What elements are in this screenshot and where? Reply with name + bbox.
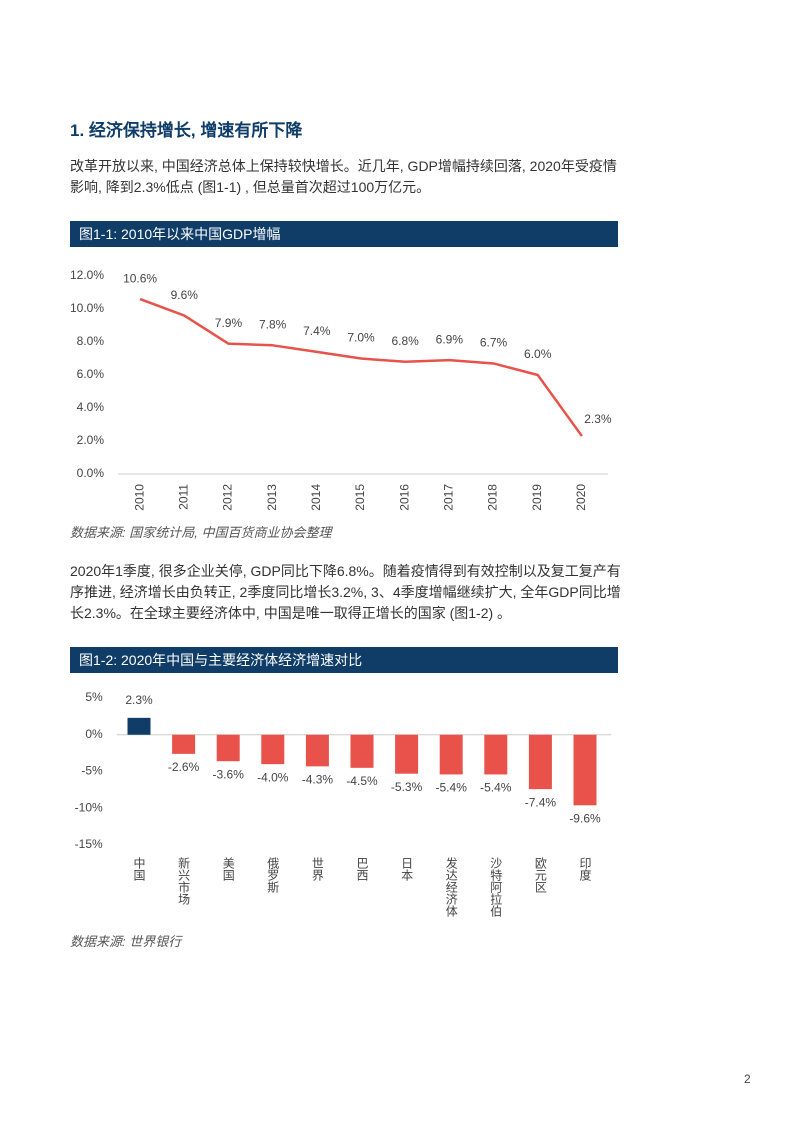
data-label: 9.6%: [171, 288, 199, 302]
y-tick-label: 5%: [85, 690, 103, 704]
y-tick-label: -10%: [75, 800, 103, 814]
data-label: 7.0%: [347, 331, 375, 345]
data-label: 6.0%: [524, 347, 552, 361]
x-tick-label: 2017: [442, 484, 456, 511]
data-label: -7.4%: [525, 795, 557, 809]
bar: [261, 734, 285, 765]
x-tick-label: 巴西: [355, 857, 369, 881]
data-label: -5.3%: [391, 780, 423, 794]
bar: [127, 717, 151, 735]
bar: [172, 734, 196, 754]
x-tick-label: 世界: [310, 857, 324, 882]
y-tick-label: 8.0%: [77, 334, 105, 348]
data-label: -4.5%: [346, 774, 378, 788]
bar: [395, 734, 419, 774]
x-tick-label: 欧元区: [533, 857, 547, 893]
y-tick-label: 0.0%: [77, 466, 105, 480]
x-tick-label: 2012: [221, 484, 235, 511]
x-tick-label: 2014: [309, 484, 323, 511]
page-number: 2: [744, 1072, 751, 1086]
bar: [305, 734, 329, 767]
x-tick-label: 2020: [574, 484, 588, 511]
y-tick-label: 6.0%: [77, 367, 105, 381]
data-label: 7.9%: [215, 316, 243, 330]
data-label: 6.7%: [480, 336, 508, 350]
line: [139, 297, 583, 437]
x-tick-label: 2019: [530, 484, 544, 511]
data-label: 7.8%: [259, 317, 287, 331]
y-tick-label: 4.0%: [77, 400, 105, 414]
bar: [439, 734, 463, 775]
x-tick-label: 新兴市场: [177, 856, 191, 905]
data-label: 7.4%: [303, 324, 331, 338]
x-tick-label: 俄罗斯: [266, 857, 280, 894]
data-label: -2.6%: [168, 760, 200, 774]
x-tick-label: 2010: [132, 484, 146, 511]
data-label: -9.6%: [569, 811, 601, 825]
x-tick-label: 美国: [221, 857, 235, 881]
paragraph: 2020年1季度, 很多企业关停, GDP同比下降6.8%。随着疫情得到有效控制…: [70, 563, 621, 621]
data-label: 6.8%: [392, 334, 420, 348]
paragraph: 改革开放以来, 中国经济总体上保持较快增长。近几年, GDP增幅持续回落, 20…: [70, 158, 617, 195]
x-tick-label: 2016: [397, 484, 411, 511]
x-tick-label: 2013: [265, 484, 279, 511]
data-label: -5.4%: [480, 781, 512, 795]
y-tick-label: 10.0%: [70, 301, 104, 315]
y-tick-label: -15%: [75, 837, 103, 851]
y-tick-label: 2.0%: [77, 433, 105, 447]
bar: [350, 734, 374, 768]
bar: [216, 734, 240, 762]
bar: [528, 734, 552, 790]
data-label: 2.3%: [584, 412, 612, 426]
x-tick-label: 2015: [353, 484, 367, 511]
y-tick-label: -5%: [81, 764, 103, 778]
x-tick-label: 中国: [132, 856, 146, 881]
chart-title: 图1-2: 2020年中国与主要经济体经济增速对比: [70, 647, 618, 673]
x-tick-label: 2011: [176, 484, 190, 510]
data-label: 6.9%: [436, 332, 464, 346]
bar: [484, 734, 508, 775]
x-tick-label: 沙特阿拉伯: [489, 857, 503, 917]
source: 数据来源: 国家统计局, 中国百货商业协会整理: [70, 525, 332, 540]
data-label: -3.6%: [213, 767, 245, 781]
chart-title: 图1-1: 2010年以来中国GDP增幅: [70, 221, 618, 247]
data-label: -5.4%: [436, 781, 468, 795]
data-label: -4.0%: [257, 770, 289, 784]
x-tick-label: 2018: [486, 484, 500, 511]
y-tick-label: 0%: [85, 727, 103, 741]
y-tick-label: 12.0%: [70, 268, 104, 282]
source: 数据来源: 世界银行: [70, 934, 182, 949]
data-label: 2.3%: [125, 693, 153, 707]
x-tick-label: 印度: [578, 857, 592, 881]
data-label: 10.6%: [123, 271, 157, 285]
bar: [573, 734, 597, 806]
x-tick-label: 发达经济体: [444, 856, 458, 918]
data-label: -4.3%: [302, 773, 334, 787]
x-tick-label: 日本: [400, 857, 414, 882]
section-title: 1. 经济保持增长, 增速有所下降: [70, 121, 303, 140]
